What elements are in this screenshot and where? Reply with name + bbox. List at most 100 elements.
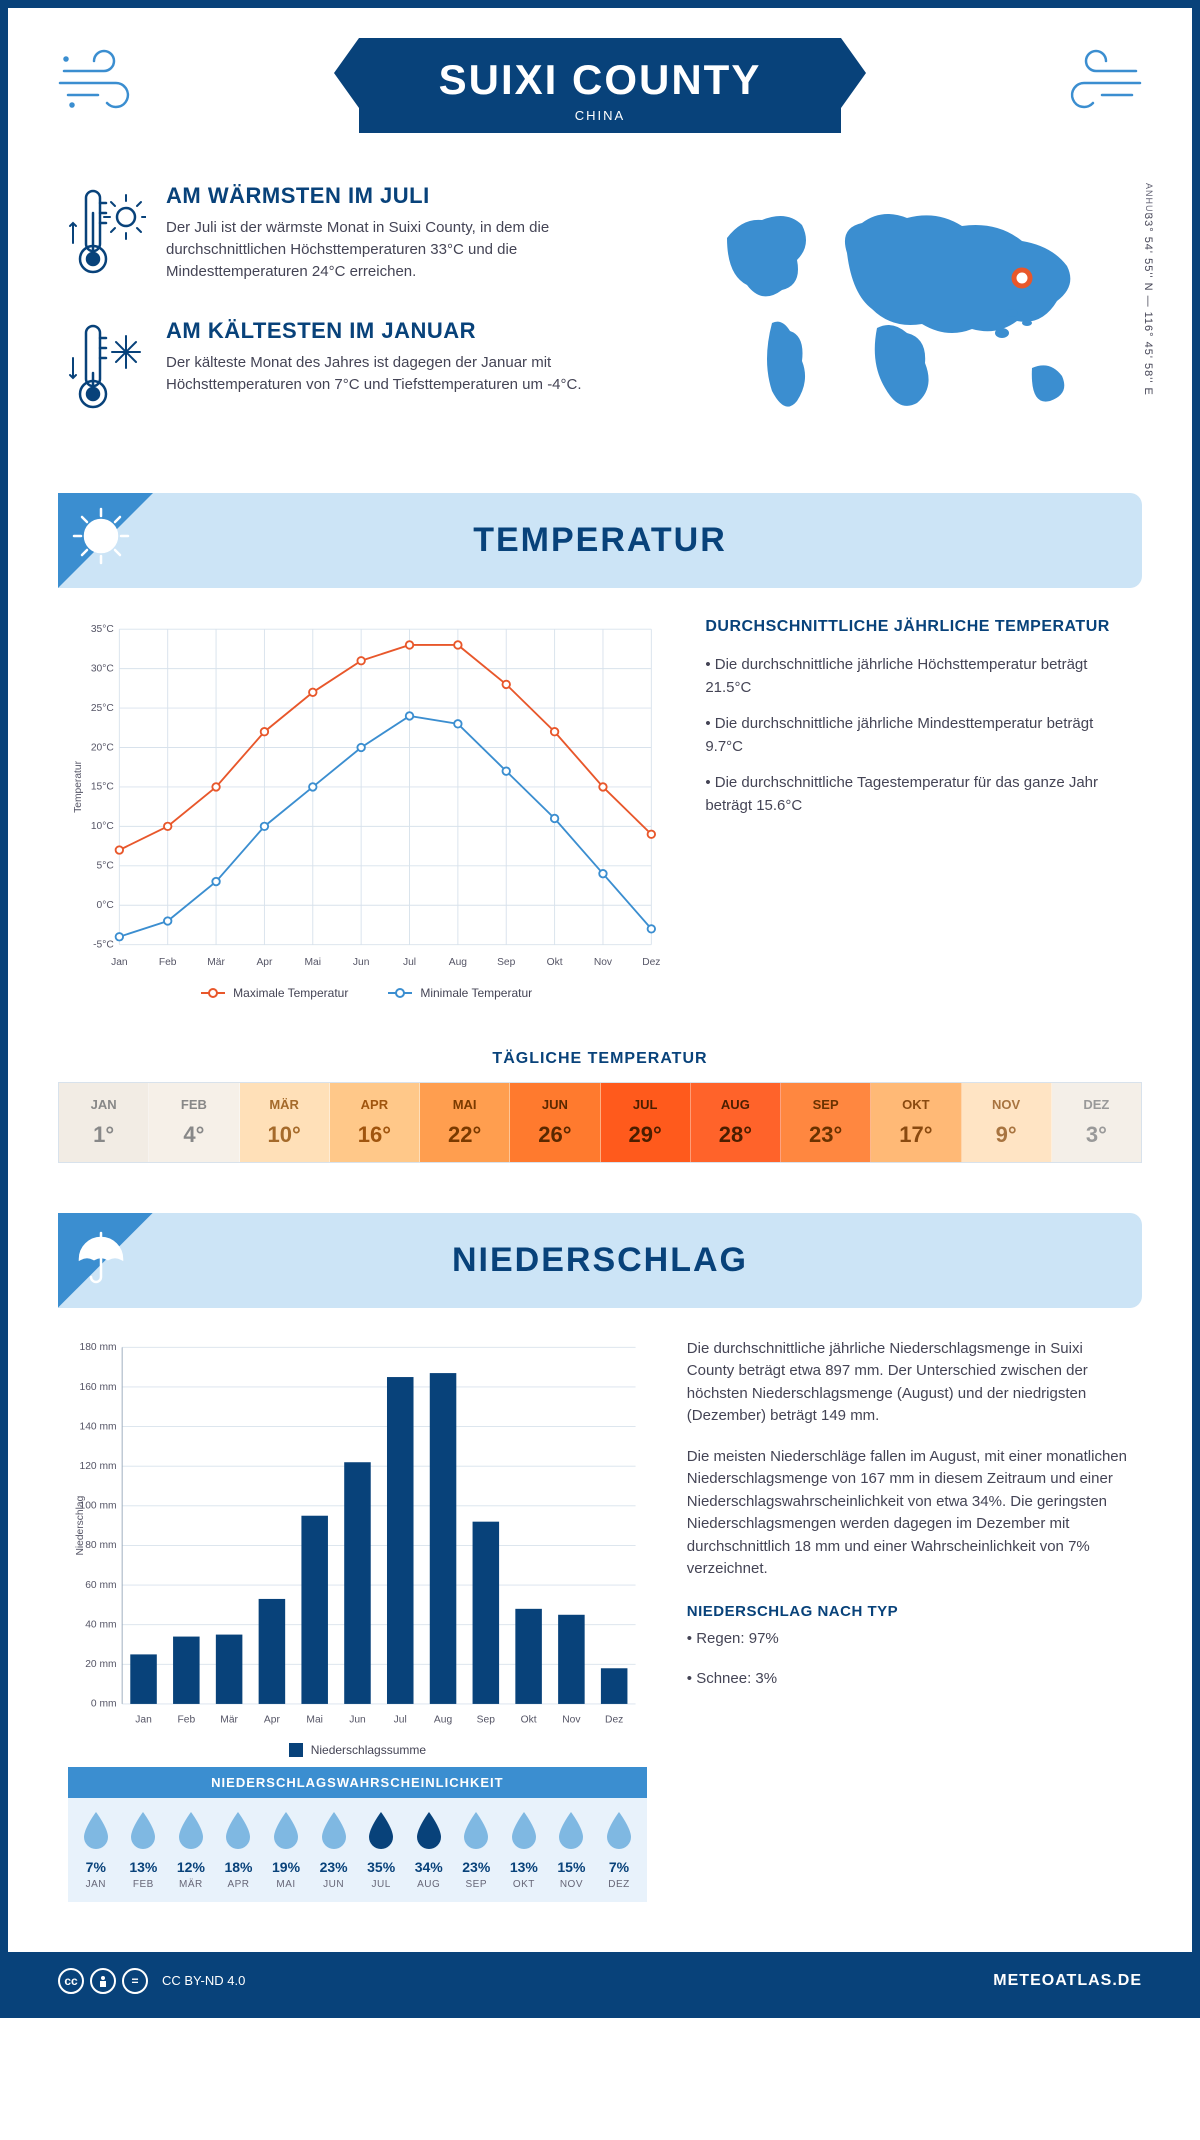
temp-bullet: • Die durchschnittliche jährliche Höchst… — [705, 654, 1132, 699]
svg-text:25°C: 25°C — [91, 703, 115, 714]
title-banner: SUIXI COUNTY CHINA — [359, 38, 842, 133]
daily-temp-cell: JAN 1° — [59, 1083, 149, 1162]
warmest-title: AM WÄRMSTEN IM JULI — [166, 183, 662, 209]
svg-text:10°C: 10°C — [91, 821, 115, 832]
svg-text:Jul: Jul — [403, 957, 416, 968]
svg-text:Apr: Apr — [256, 957, 273, 968]
temp-bullet: • Die durchschnittliche Tagestemperatur … — [705, 772, 1132, 817]
world-map: ANHUI 33° 54' 55'' N — 116° 45' 58'' E — [702, 183, 1132, 453]
page-subtitle: CHINA — [439, 108, 762, 123]
header: SUIXI COUNTY CHINA — [8, 8, 1192, 153]
sun-icon — [70, 505, 132, 572]
svg-text:Okt: Okt — [521, 1714, 537, 1725]
svg-text:Okt: Okt — [547, 957, 563, 968]
umbrella-icon — [70, 1225, 132, 1292]
temperature-section-banner: TEMPERATUR — [58, 493, 1142, 588]
svg-text:Temperatur: Temperatur — [73, 760, 84, 812]
probability-table: NIEDERSCHLAGSWAHRSCHEINLICHKEIT 7% JAN 1… — [68, 1767, 647, 1902]
svg-text:15°C: 15°C — [91, 782, 115, 793]
legend-precip: Niederschlagssumme — [289, 1743, 426, 1757]
probability-cell: 12% MÄR — [167, 1810, 215, 1890]
daily-temp-cell: NOV 9° — [962, 1083, 1052, 1162]
svg-text:35°C: 35°C — [91, 624, 115, 635]
svg-text:Dez: Dez — [605, 1714, 623, 1725]
svg-text:160 mm: 160 mm — [80, 1381, 117, 1392]
by-icon — [90, 1968, 116, 1994]
daily-temp-cell: JUN 26° — [510, 1083, 600, 1162]
warmest-text: Der Juli ist der wärmste Monat in Suixi … — [166, 217, 662, 282]
svg-text:0 mm: 0 mm — [91, 1698, 117, 1709]
coordinates: 33° 54' 55'' N — 116° 45' 58'' E — [1142, 213, 1154, 396]
svg-text:20 mm: 20 mm — [85, 1659, 116, 1670]
probability-cell: 7% DEZ — [595, 1810, 643, 1890]
svg-text:0°C: 0°C — [97, 900, 115, 911]
thermometer-hot-icon — [68, 183, 146, 288]
svg-text:Niederschlag: Niederschlag — [75, 1495, 86, 1555]
svg-text:5°C: 5°C — [97, 861, 115, 872]
daily-temp-table: JAN 1° FEB 4° MÄR 10° APR 16° MAI 22° JU… — [58, 1082, 1142, 1163]
svg-text:140 mm: 140 mm — [80, 1421, 117, 1432]
page-title: SUIXI COUNTY — [439, 56, 762, 104]
probability-cell: 13% OKT — [500, 1810, 548, 1890]
svg-text:Jun: Jun — [353, 957, 370, 968]
coldest-title: AM KÄLTESTEN IM JANUAR — [166, 318, 662, 344]
probability-cell: 15% NOV — [548, 1810, 596, 1890]
license-text: CC BY-ND 4.0 — [162, 1973, 245, 1988]
daily-temp-cell: JUL 29° — [601, 1083, 691, 1162]
svg-text:Jan: Jan — [111, 957, 128, 968]
wind-icon — [1052, 43, 1142, 118]
site-name: METEOATLAS.DE — [993, 1972, 1142, 1990]
coldest-block: AM KÄLTESTEN IM JANUAR Der kälteste Mona… — [68, 318, 662, 423]
svg-text:120 mm: 120 mm — [80, 1461, 117, 1472]
section-title: TEMPERATUR — [58, 521, 1142, 560]
thermometer-cold-icon — [68, 318, 146, 423]
svg-text:Aug: Aug — [449, 957, 468, 968]
probability-cell: 7% JAN — [72, 1810, 120, 1890]
footer: cc = CC BY-ND 4.0 METEOATLAS.DE — [8, 1952, 1192, 2010]
precip-paragraph: Die durchschnittliche jährliche Niedersc… — [687, 1338, 1132, 1428]
svg-text:Sep: Sep — [497, 957, 516, 968]
summary-row: AM WÄRMSTEN IM JULI Der Juli ist der wär… — [8, 153, 1192, 493]
svg-text:Aug: Aug — [434, 1714, 453, 1725]
svg-text:-5°C: -5°C — [93, 939, 114, 950]
svg-text:180 mm: 180 mm — [80, 1342, 117, 1353]
daily-temp-cell: MAI 22° — [420, 1083, 510, 1162]
svg-text:Nov: Nov — [594, 957, 613, 968]
svg-text:Mai: Mai — [305, 957, 322, 968]
legend-min: Minimale Temperatur — [388, 986, 532, 1000]
svg-text:Feb: Feb — [177, 1714, 195, 1725]
section-title: NIEDERSCHLAG — [58, 1241, 1142, 1280]
svg-text:Sep: Sep — [477, 1714, 496, 1725]
svg-text:60 mm: 60 mm — [85, 1580, 116, 1591]
region-label: ANHUI — [1144, 183, 1154, 216]
precipitation-summary: Die durchschnittliche jährliche Niedersc… — [687, 1338, 1132, 1902]
svg-text:Mär: Mär — [207, 957, 225, 968]
daily-temp-cell: SEP 23° — [781, 1083, 871, 1162]
probability-title: NIEDERSCHLAGSWAHRSCHEINLICHKEIT — [68, 1767, 647, 1798]
cc-icons: cc = — [58, 1968, 148, 1994]
precip-type: • Schnee: 3% — [687, 1668, 1132, 1691]
temperature-line-chart: -5°C0°C5°C10°C15°C20°C25°C30°C35°CJanFeb… — [68, 618, 665, 1000]
temp-info-title: DURCHSCHNITTLICHE JÄHRLICHE TEMPERATUR — [705, 618, 1132, 636]
daily-temp-cell: OKT 17° — [871, 1083, 961, 1162]
wind-icon — [58, 43, 148, 118]
svg-text:Nov: Nov — [562, 1714, 581, 1725]
svg-text:40 mm: 40 mm — [85, 1619, 116, 1630]
svg-text:Dez: Dez — [642, 957, 660, 968]
svg-text:20°C: 20°C — [91, 742, 115, 753]
daily-temp-title: TÄGLICHE TEMPERATUR — [8, 1050, 1192, 1068]
temp-bullet: • Die durchschnittliche jährliche Mindes… — [705, 713, 1132, 758]
precipitation-bar-chart: 0 mm20 mm40 mm60 mm80 mm100 mm120 mm140 … — [68, 1338, 647, 1902]
temperature-summary: DURCHSCHNITTLICHE JÄHRLICHE TEMPERATUR •… — [705, 618, 1132, 1000]
daily-temp-cell: APR 16° — [330, 1083, 420, 1162]
probability-cell: 13% FEB — [120, 1810, 168, 1890]
svg-text:30°C: 30°C — [91, 663, 115, 674]
precip-type: • Regen: 97% — [687, 1628, 1132, 1651]
cc-icon: cc — [58, 1968, 84, 1994]
precip-paragraph: Die meisten Niederschläge fallen im Augu… — [687, 1446, 1132, 1581]
svg-text:Mai: Mai — [306, 1714, 323, 1725]
coldest-text: Der kälteste Monat des Jahres ist dagege… — [166, 352, 662, 396]
daily-temp-cell: FEB 4° — [149, 1083, 239, 1162]
daily-temp-cell: MÄR 10° — [240, 1083, 330, 1162]
probability-cell: 23% JUN — [310, 1810, 358, 1890]
